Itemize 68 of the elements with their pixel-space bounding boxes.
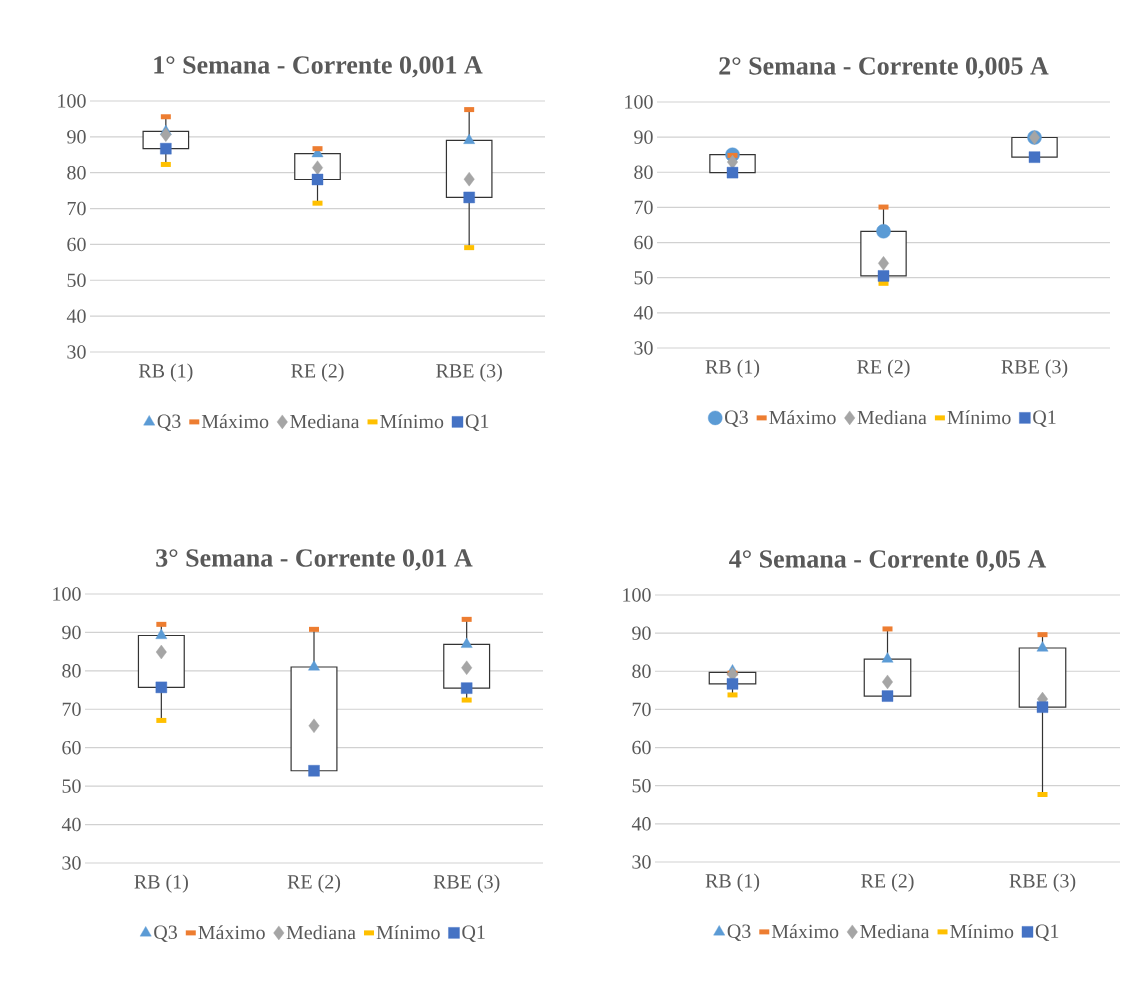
legend-label: Mediana [860, 924, 930, 939]
legend-label: Mediana [290, 414, 360, 429]
legend-label: Mínimo [950, 924, 1014, 939]
legend-label: Q1 [465, 414, 489, 431]
x-tick-label: RB (1) [134, 874, 188, 893]
legend-label: Mediana [286, 925, 356, 940]
y-tick-label: 90 [632, 626, 651, 640]
y-tick-label: 40 [633, 306, 653, 320]
x-tick-label: RBE (3) [1009, 873, 1076, 892]
x-tick-label: RBE (3) [436, 363, 502, 382]
y-tick-label: 80 [67, 165, 86, 180]
y-tick-label: 100 [53, 587, 81, 601]
y-tick-label: 80 [632, 664, 651, 679]
y-tick-label: 70 [67, 201, 86, 216]
x-tick-label: RBE (3) [433, 874, 500, 893]
y-tick-label: 40 [66, 309, 86, 323]
legend-label: Q1 [462, 925, 485, 943]
y-tick-label: 100 [58, 94, 86, 108]
legend-label: Q3 [725, 410, 748, 428]
legend-label: Q3 [727, 924, 751, 942]
legend-label: Mediana [857, 410, 927, 425]
y-tick-label: 40 [631, 817, 651, 831]
y-tick-label: 40 [61, 817, 81, 832]
x-tick-label: RE (2) [861, 873, 914, 892]
chart-title: 2° Semana - Corrente 0,005 A [719, 57, 1049, 79]
y-tick-label: 70 [62, 702, 81, 717]
y-tick-label: 50 [67, 273, 86, 288]
legend-label: Q3 [157, 414, 181, 431]
legend-label: Máximo [771, 924, 839, 939]
y-tick-label: 80 [62, 664, 81, 678]
legend-label: Mínimo [947, 410, 1011, 425]
y-tick-label: 100 [623, 588, 651, 602]
x-tick-label: RE (2) [857, 359, 910, 378]
chart-title: 4° Semana - Corrente 0,05 A [729, 550, 1047, 572]
x-tick-label: RB (1) [705, 873, 760, 892]
y-tick-label: 30 [632, 855, 651, 869]
legend-label: Mínimo [376, 925, 440, 940]
chart-title: 1° Semana - Corrente 0,001 A [154, 56, 483, 78]
legend-label: Q1 [1035, 924, 1059, 942]
y-tick-label: 60 [62, 740, 81, 755]
y-tick-label: 80 [634, 165, 653, 180]
y-tick-label: 90 [62, 625, 81, 640]
y-tick-label: 30 [62, 856, 81, 870]
x-tick-label: RE (2) [291, 363, 344, 382]
y-tick-label: 90 [67, 130, 86, 144]
legend-label: Máximo [769, 410, 836, 425]
legend-label: Q3 [154, 925, 177, 943]
y-tick-label: 60 [67, 237, 86, 252]
y-tick-label: 30 [67, 345, 86, 359]
y-tick-label: 70 [632, 702, 651, 717]
y-tick-label: 50 [632, 778, 651, 793]
legend-label: Mínimo [380, 414, 444, 429]
x-tick-label: RB (1) [138, 363, 193, 382]
x-tick-label: RBE (3) [1001, 359, 1068, 378]
y-tick-label: 60 [634, 235, 653, 250]
y-tick-label: 100 [625, 95, 653, 109]
legend-label: Máximo [198, 925, 265, 940]
y-tick-label: 50 [62, 779, 81, 793]
x-tick-label: RE (2) [287, 874, 341, 893]
x-tick-label: RB (1) [705, 359, 760, 378]
y-tick-label: 90 [634, 130, 653, 144]
legend-label: Q1 [1033, 410, 1056, 428]
legend-label: Máximo [201, 414, 269, 429]
y-tick-label: 30 [634, 341, 653, 355]
y-tick-label: 70 [634, 200, 653, 215]
chart-title: 3° Semana - Corrente 0,01 A [156, 549, 473, 571]
y-tick-label: 50 [634, 270, 653, 285]
y-tick-label: 60 [632, 740, 651, 755]
